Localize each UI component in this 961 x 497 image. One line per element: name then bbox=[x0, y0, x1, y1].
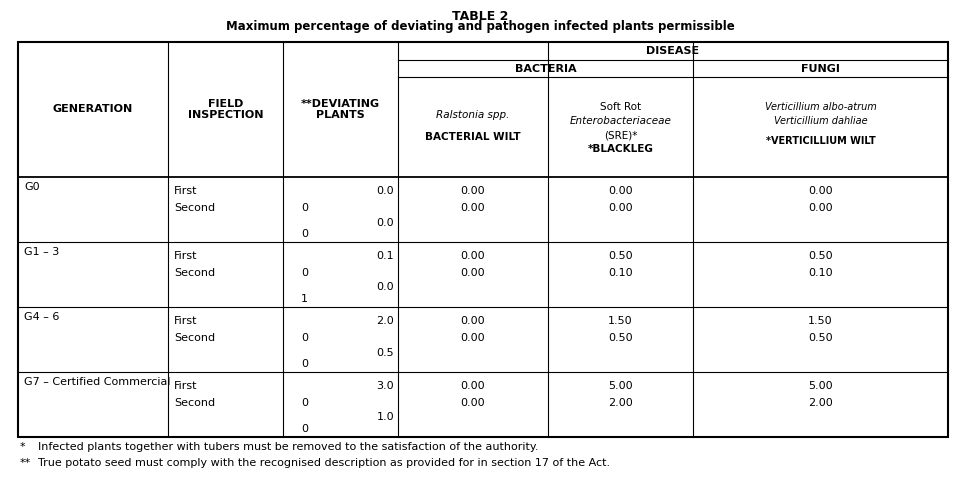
Text: Ralstonia spp.: Ralstonia spp. bbox=[436, 110, 509, 120]
Text: 0: 0 bbox=[301, 359, 308, 369]
Text: 0.1: 0.1 bbox=[377, 251, 394, 261]
Text: 0: 0 bbox=[301, 424, 308, 434]
Text: BACTERIA: BACTERIA bbox=[515, 64, 577, 74]
Text: 1: 1 bbox=[301, 294, 308, 304]
Text: Verticillium albo-atrum: Verticillium albo-atrum bbox=[765, 102, 876, 112]
Text: BACTERIAL WILT: BACTERIAL WILT bbox=[425, 132, 521, 142]
Text: G4 – 6: G4 – 6 bbox=[24, 312, 60, 322]
Text: Second: Second bbox=[174, 268, 215, 278]
Text: **: ** bbox=[20, 458, 32, 468]
Text: Second: Second bbox=[174, 398, 215, 408]
Text: 1.50: 1.50 bbox=[608, 316, 632, 327]
Text: First: First bbox=[174, 251, 198, 261]
Text: *VERTICILLIUM WILT: *VERTICILLIUM WILT bbox=[766, 136, 875, 146]
Text: 0.00: 0.00 bbox=[460, 398, 485, 408]
Text: 0.00: 0.00 bbox=[608, 203, 632, 213]
Text: Second: Second bbox=[174, 333, 215, 343]
Text: 0.00: 0.00 bbox=[460, 251, 485, 261]
Text: 0.50: 0.50 bbox=[608, 333, 632, 343]
Text: 0.10: 0.10 bbox=[608, 268, 632, 278]
Text: 3.0: 3.0 bbox=[377, 381, 394, 391]
Text: 0.00: 0.00 bbox=[808, 186, 833, 196]
Text: First: First bbox=[174, 186, 198, 196]
Text: 0: 0 bbox=[301, 268, 308, 278]
Text: 0.00: 0.00 bbox=[460, 316, 485, 327]
Text: G7 – Certified Commercial: G7 – Certified Commercial bbox=[24, 377, 170, 387]
Text: 2.00: 2.00 bbox=[808, 398, 833, 408]
Text: 0.00: 0.00 bbox=[460, 268, 485, 278]
Text: Soft Rot: Soft Rot bbox=[600, 102, 641, 112]
Text: True potato seed must comply with the recognised description as provided for in : True potato seed must comply with the re… bbox=[38, 458, 610, 468]
Bar bbox=[18, 42, 948, 437]
Text: 0.50: 0.50 bbox=[608, 251, 632, 261]
Text: *BLACKLEG: *BLACKLEG bbox=[587, 144, 653, 154]
Text: GENERATION: GENERATION bbox=[53, 104, 134, 114]
Text: DISEASE: DISEASE bbox=[647, 46, 700, 56]
Text: 0.10: 0.10 bbox=[808, 268, 833, 278]
Text: 0.00: 0.00 bbox=[460, 203, 485, 213]
Text: 1.0: 1.0 bbox=[377, 413, 394, 422]
Text: 2.0: 2.0 bbox=[377, 316, 394, 327]
Text: 0: 0 bbox=[301, 229, 308, 239]
Text: G0: G0 bbox=[24, 182, 39, 192]
Text: Maximum percentage of deviating and pathogen infected plants permissible: Maximum percentage of deviating and path… bbox=[226, 20, 734, 33]
Text: 5.00: 5.00 bbox=[608, 381, 632, 391]
Text: 2.00: 2.00 bbox=[608, 398, 633, 408]
Text: 0.0: 0.0 bbox=[377, 186, 394, 196]
Text: 0.00: 0.00 bbox=[460, 333, 485, 343]
Text: 0.00: 0.00 bbox=[808, 203, 833, 213]
Text: Enterobacteriaceae: Enterobacteriaceae bbox=[570, 116, 672, 126]
Text: Infected plants together with tubers must be removed to the satisfaction of the : Infected plants together with tubers mus… bbox=[38, 442, 538, 452]
Text: *: * bbox=[20, 442, 26, 452]
Text: FUNGI: FUNGI bbox=[801, 64, 840, 74]
Text: First: First bbox=[174, 316, 198, 327]
Text: 5.00: 5.00 bbox=[808, 381, 833, 391]
Text: 0.50: 0.50 bbox=[808, 333, 833, 343]
Text: Verticillium dahliae: Verticillium dahliae bbox=[774, 116, 868, 126]
Text: FIELD
INSPECTION: FIELD INSPECTION bbox=[187, 99, 263, 120]
Text: Second: Second bbox=[174, 203, 215, 213]
Text: G1 – 3: G1 – 3 bbox=[24, 247, 60, 257]
Text: 0.0: 0.0 bbox=[377, 282, 394, 293]
Text: 0.0: 0.0 bbox=[377, 218, 394, 228]
Text: 1.50: 1.50 bbox=[808, 316, 833, 327]
Text: 0: 0 bbox=[301, 398, 308, 408]
Text: First: First bbox=[174, 381, 198, 391]
Text: (SRE)*: (SRE)* bbox=[604, 130, 637, 140]
Text: 0.50: 0.50 bbox=[808, 251, 833, 261]
Text: **DEVIATING
PLANTS: **DEVIATING PLANTS bbox=[301, 99, 380, 120]
Text: 0: 0 bbox=[301, 203, 308, 213]
Text: TABLE 2: TABLE 2 bbox=[452, 10, 508, 23]
Text: 0.00: 0.00 bbox=[460, 186, 485, 196]
Text: 0.5: 0.5 bbox=[377, 347, 394, 357]
Text: 0: 0 bbox=[301, 333, 308, 343]
Text: 0.00: 0.00 bbox=[460, 381, 485, 391]
Text: 0.00: 0.00 bbox=[608, 186, 632, 196]
